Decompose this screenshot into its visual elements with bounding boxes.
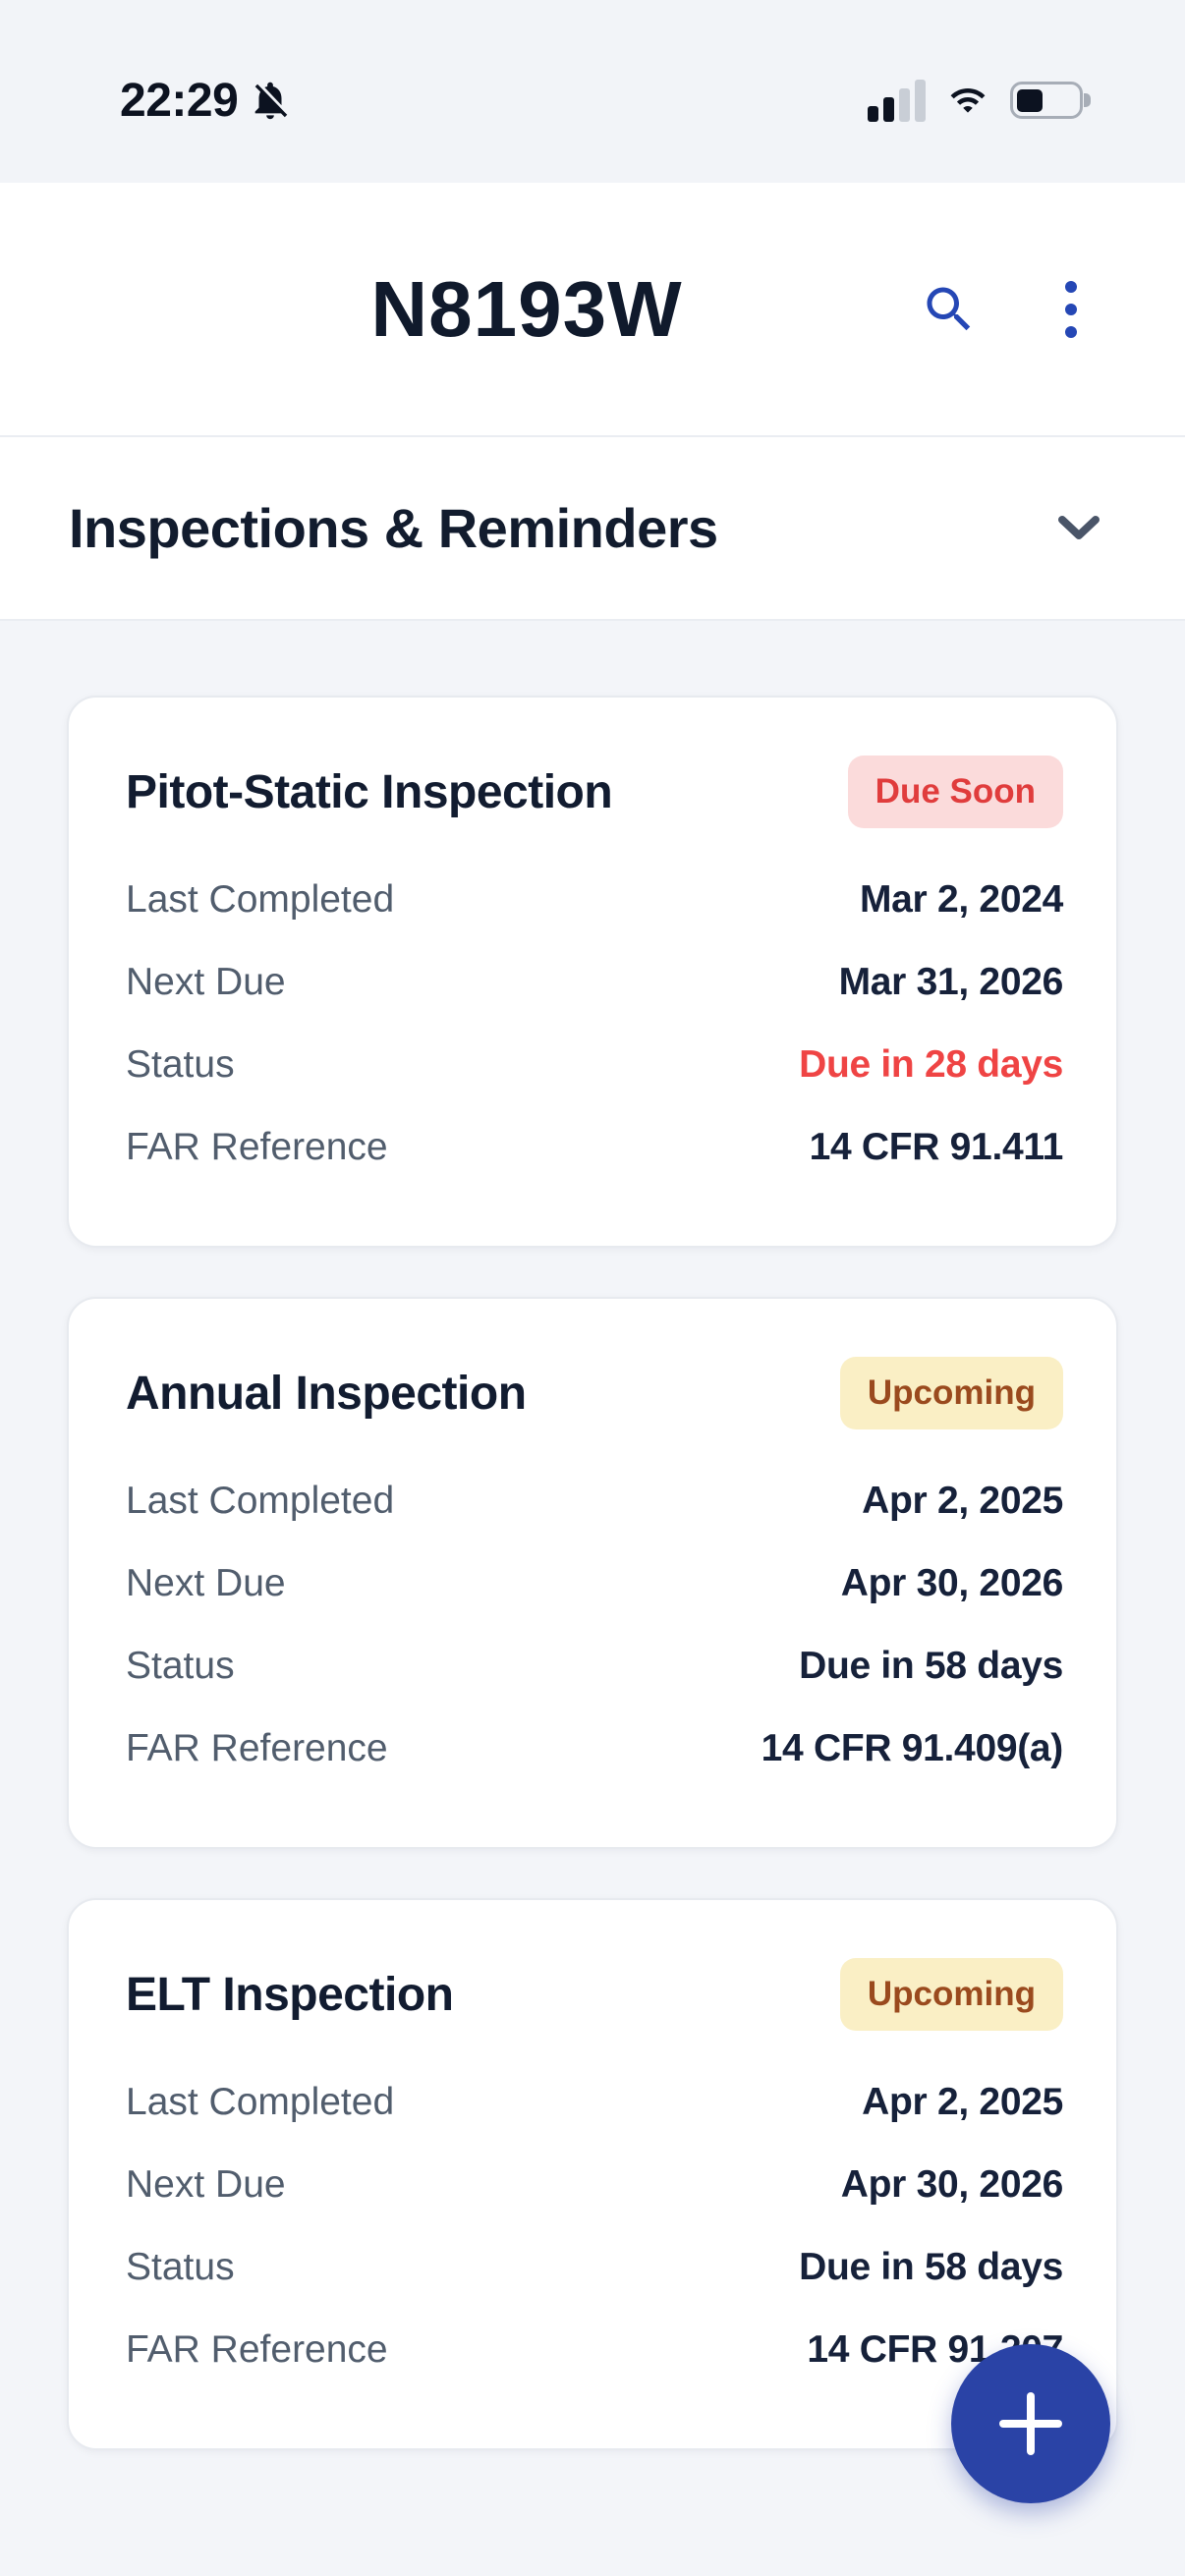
card-header: ELT Inspection Upcoming bbox=[126, 1955, 1063, 2034]
status-badge: Upcoming bbox=[839, 1958, 1063, 2031]
status-badge: Upcoming bbox=[839, 1357, 1063, 1429]
inspection-card: Annual Inspection Upcoming Last Complete… bbox=[67, 1297, 1118, 1849]
overflow-menu-button[interactable] bbox=[1047, 278, 1095, 341]
kebab-menu-icon bbox=[1065, 280, 1077, 338]
row-label: Last Completed bbox=[126, 1480, 395, 1522]
detail-row: Status Due in 58 days bbox=[126, 1645, 1063, 1688]
status-bar-left: 22:29 bbox=[120, 74, 293, 128]
detail-row: FAR Reference 14 CFR 91.409(a) bbox=[126, 1727, 1063, 1770]
detail-row: Last Completed Apr 2, 2025 bbox=[126, 1480, 1063, 1523]
row-label: Status bbox=[126, 1043, 235, 1086]
row-value: 14 CFR 91.411 bbox=[809, 1126, 1064, 1168]
row-value: Mar 31, 2026 bbox=[838, 961, 1064, 1003]
row-label: Status bbox=[126, 1645, 235, 1687]
inspection-card: Pitot-Static Inspection Due Soon Last Co… bbox=[67, 696, 1118, 1248]
detail-row: Next Due Apr 30, 2026 bbox=[126, 2163, 1063, 2207]
notifications-off-icon bbox=[254, 82, 288, 120]
detail-row: Next Due Apr 30, 2026 bbox=[126, 1562, 1063, 1605]
row-value: Apr 2, 2025 bbox=[862, 2081, 1063, 2123]
aircraft-title: N8193W bbox=[370, 264, 683, 353]
row-value: 14 CFR 91.409(a) bbox=[761, 1727, 1064, 1769]
card-rows: Last Completed Apr 2, 2025 Next Due Apr … bbox=[126, 1480, 1063, 1770]
card-list: Pitot-Static Inspection Due Soon Last Co… bbox=[67, 696, 1118, 2450]
card-title: ELT Inspection bbox=[126, 1968, 454, 2021]
battery-fill bbox=[1017, 88, 1043, 112]
section-title: Inspections & Reminders bbox=[69, 497, 718, 559]
section-header[interactable]: Inspections & Reminders bbox=[0, 435, 1185, 621]
card-title: Pitot-Static Inspection bbox=[126, 765, 613, 818]
card-header: Pitot-Static Inspection Due Soon bbox=[126, 753, 1063, 831]
status-bar-right bbox=[868, 79, 1091, 122]
chevron-down-icon[interactable] bbox=[1057, 515, 1100, 542]
detail-row: Status Due in 58 days bbox=[126, 2246, 1063, 2289]
row-label: Last Completed bbox=[126, 878, 395, 921]
status-bar: 22:29 bbox=[0, 0, 1185, 183]
row-label: FAR Reference bbox=[126, 1727, 388, 1769]
app-header: N8193W bbox=[0, 183, 1185, 435]
card-title: Annual Inspection bbox=[126, 1367, 527, 1420]
detail-row: Status Due in 28 days bbox=[126, 1043, 1063, 1087]
battery-icon bbox=[1010, 82, 1091, 119]
status-badge: Due Soon bbox=[847, 756, 1063, 828]
row-value: Apr 30, 2026 bbox=[840, 2163, 1064, 2206]
wifi-icon bbox=[950, 88, 986, 113]
detail-row: FAR Reference 14 CFR 91.411 bbox=[126, 1126, 1063, 1169]
row-value: Mar 2, 2024 bbox=[859, 878, 1063, 921]
detail-row: FAR Reference 14 CFR 91.207 bbox=[126, 2328, 1063, 2372]
row-value: Apr 30, 2026 bbox=[840, 1562, 1064, 1604]
row-label: Next Due bbox=[126, 961, 286, 1003]
row-value: Due in 28 days bbox=[799, 1043, 1063, 1086]
status-time: 22:29 bbox=[120, 74, 239, 127]
search-button[interactable] bbox=[918, 278, 981, 341]
row-value: Apr 2, 2025 bbox=[862, 1480, 1063, 1522]
plus-icon bbox=[999, 2392, 1062, 2455]
row-label: Next Due bbox=[126, 2163, 286, 2206]
card-rows: Last Completed Mar 2, 2024 Next Due Mar … bbox=[126, 878, 1063, 1169]
detail-row: Next Due Mar 31, 2026 bbox=[126, 961, 1063, 1004]
content: Pitot-Static Inspection Due Soon Last Co… bbox=[0, 621, 1185, 2450]
card-rows: Last Completed Apr 2, 2025 Next Due Apr … bbox=[126, 2081, 1063, 2372]
row-value: Due in 58 days bbox=[799, 2246, 1063, 2288]
row-label: Last Completed bbox=[126, 2081, 395, 2123]
row-value: Due in 58 days bbox=[799, 1645, 1063, 1687]
row-label: Status bbox=[126, 2246, 235, 2288]
row-label: Next Due bbox=[126, 1562, 286, 1604]
detail-row: Last Completed Apr 2, 2025 bbox=[126, 2081, 1063, 2124]
add-button[interactable] bbox=[951, 2344, 1110, 2503]
row-label: FAR Reference bbox=[126, 1126, 388, 1168]
search-icon bbox=[927, 287, 971, 330]
detail-row: Last Completed Mar 2, 2024 bbox=[126, 878, 1063, 922]
battery-nub bbox=[1084, 93, 1091, 107]
row-label: FAR Reference bbox=[126, 2328, 388, 2371]
cellular-signal-icon bbox=[868, 79, 926, 122]
card-header: Annual Inspection Upcoming bbox=[126, 1354, 1063, 1432]
inspection-card: ELT Inspection Upcoming Last Completed A… bbox=[67, 1898, 1118, 2450]
